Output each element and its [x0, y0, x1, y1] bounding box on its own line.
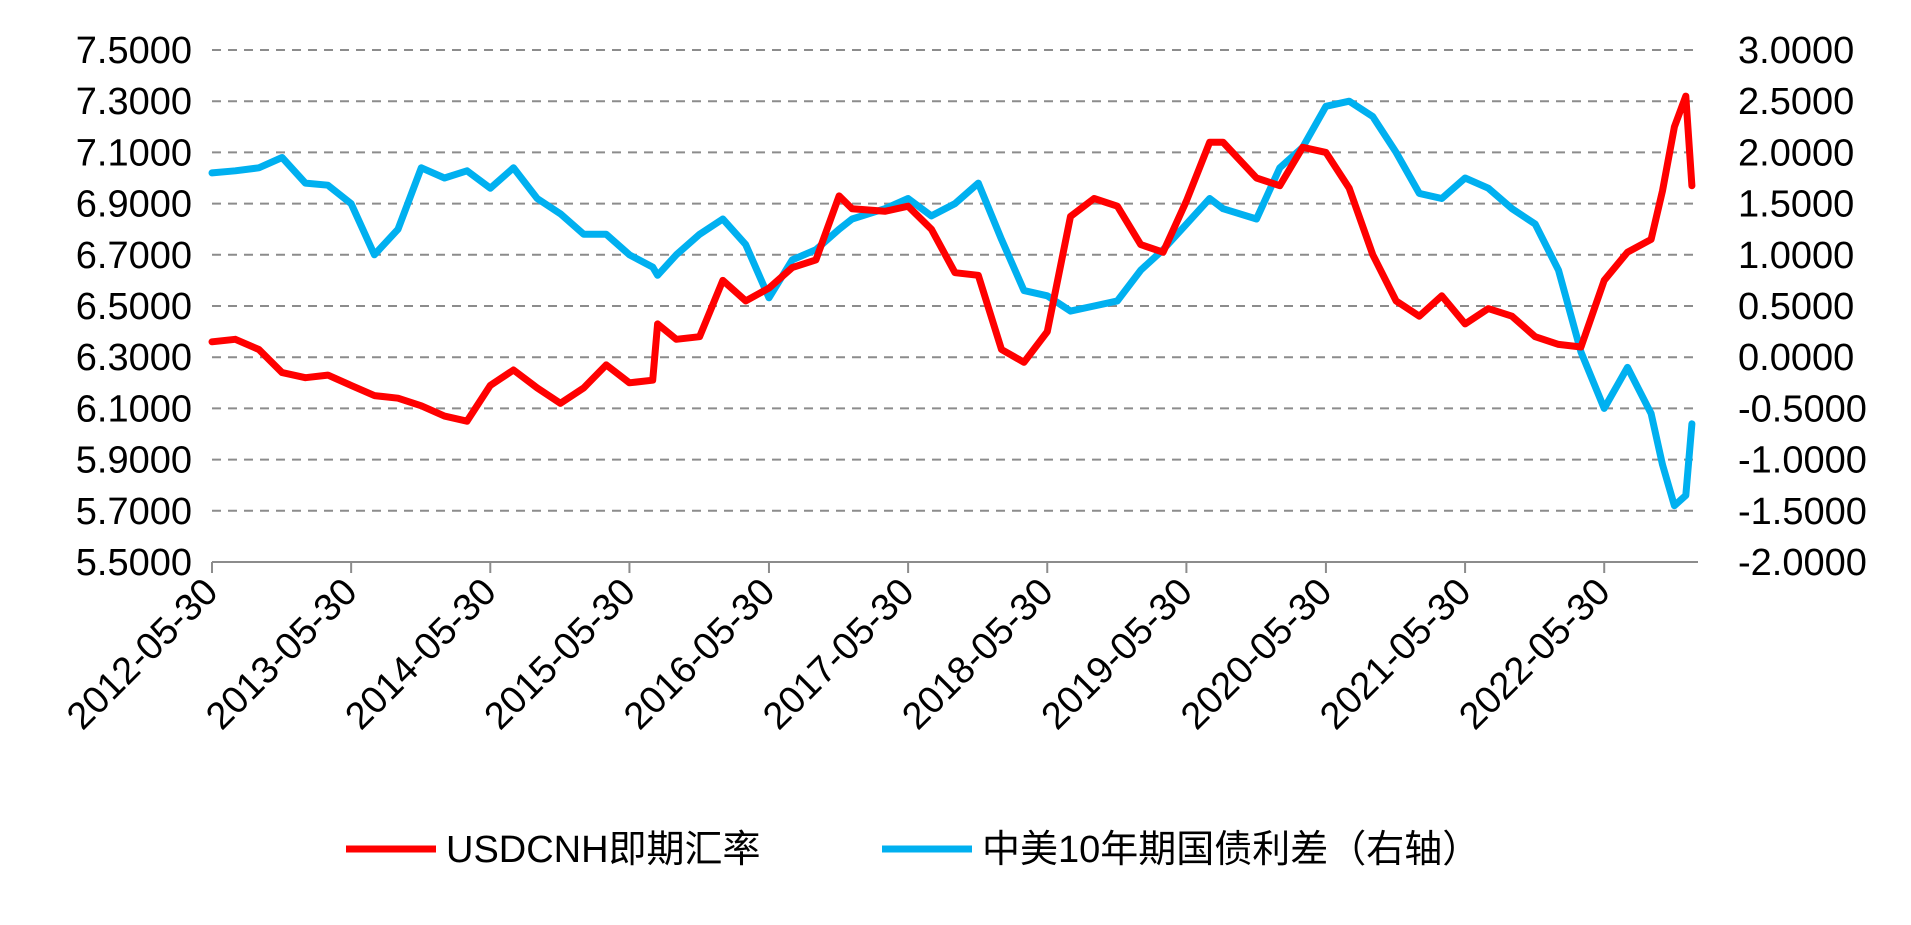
y-right-tick-label: -1.5000: [1738, 491, 1867, 533]
y-right-tick-label: -0.5000: [1738, 388, 1867, 430]
x-tick-label: 2016-05-30: [616, 571, 783, 738]
x-tick-label: 2021-05-30: [1312, 571, 1479, 738]
y-left-tick-label: 7.3000: [76, 81, 192, 123]
y-left-tick-label: 6.5000: [76, 286, 192, 328]
y-right-tick-label: 3.0000: [1738, 30, 1854, 72]
x-axis: 2012-05-302013-05-302014-05-302015-05-30…: [59, 561, 1698, 738]
y-left-tick-label: 6.1000: [76, 388, 192, 430]
gridlines: [212, 49, 1698, 512]
y-left-tick-label: 6.9000: [76, 184, 192, 226]
legend-label-usdcnh: USDCNH即期汇率: [446, 829, 761, 871]
y-right-tick-label: 2.0000: [1738, 132, 1854, 174]
y-left-tick-label: 5.9000: [76, 440, 192, 482]
x-tick-label: 2018-05-30: [894, 571, 1061, 738]
y-right-tick-label: -2.0000: [1738, 542, 1867, 584]
y-right-tick-label: 0.0000: [1738, 337, 1854, 379]
x-tick-label: 2022-05-30: [1451, 571, 1618, 738]
y-right-tick-label: 2.5000: [1738, 81, 1854, 123]
y-left-tick-label: 6.7000: [76, 235, 192, 277]
y-left-tick-label: 7.5000: [76, 30, 192, 72]
x-tick-label: 2013-05-30: [198, 571, 365, 738]
legend: USDCNH即期汇率 中美10年期国债利差（右轴）: [346, 829, 1480, 871]
y-right-tick-label: 1.5000: [1738, 184, 1854, 226]
x-tick-label: 2019-05-30: [1034, 571, 1201, 738]
y-left-tick-label: 7.1000: [76, 132, 192, 174]
x-tick-label: 2020-05-30: [1173, 571, 1340, 738]
x-tick-label: 2014-05-30: [338, 571, 505, 738]
left-y-axis: 7.5000 7.3000 7.1000 6.9000 6.7000 6.5000 6.30…: [76, 30, 192, 584]
series-line-usdcnh: [208, 92, 1696, 425]
series-line-spread: [208, 97, 1696, 510]
y-left-tick-label: 6.3000: [76, 337, 192, 379]
y-left-tick-label: 5.5000: [76, 542, 192, 584]
y-left-tick-label: 5.7000: [76, 491, 192, 533]
x-tick-label: 2017-05-30: [755, 571, 922, 738]
legend-label-spread: 中美10年期国债利差（右轴）: [982, 829, 1480, 871]
x-tick-label: 2012-05-30: [59, 571, 226, 738]
y-right-tick-label: 0.5000: [1738, 286, 1854, 328]
x-tick-label: 2015-05-30: [477, 571, 644, 738]
right-y-axis: 3.0000 2.5000 2.0000 1.5000 1.0000 0.5000 0.00…: [1738, 30, 1867, 584]
series-lines: [208, 92, 1696, 510]
y-right-tick-label: 1.0000: [1738, 235, 1854, 277]
y-right-tick-label: -1.0000: [1738, 440, 1867, 482]
